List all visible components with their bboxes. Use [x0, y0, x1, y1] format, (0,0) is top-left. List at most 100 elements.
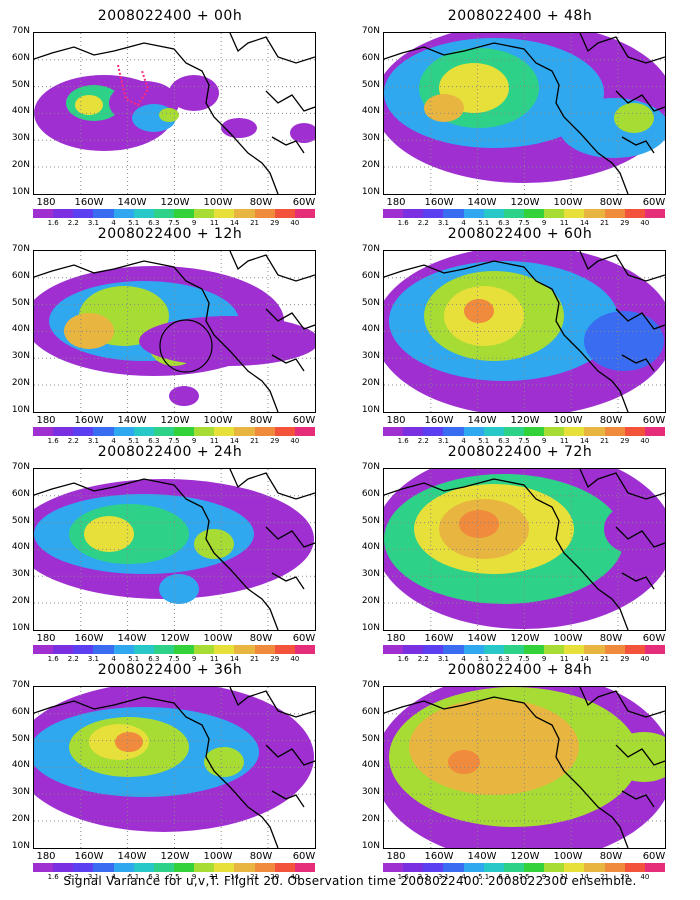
colorbar-label: 3.1: [437, 873, 449, 881]
colorbar-swatch: [53, 863, 74, 872]
variance-contour: [464, 299, 494, 323]
latitude-label: 40N: [11, 542, 30, 553]
colorbar-swatch: [53, 427, 74, 436]
colorbar-swatch: [584, 427, 605, 436]
colorbar-label: 14: [579, 873, 589, 881]
colorbar-swatch: [423, 645, 444, 654]
colorbar-swatch: [194, 645, 215, 654]
colorbar-swatch: [93, 645, 114, 654]
colorbar-swatch: [523, 645, 545, 654]
latitude-label: 20N: [361, 378, 380, 388]
colorbar-swatch: [254, 427, 275, 436]
longitude-label: 160W: [74, 415, 104, 426]
longitude-label: 140W: [467, 633, 497, 644]
longitude-label: 140W: [467, 851, 497, 862]
colorbar-label: 21: [600, 437, 610, 445]
colorbar-swatch: [73, 645, 94, 654]
colorbar-swatch: [153, 863, 174, 872]
latitude-label: 10N: [361, 404, 380, 415]
coastline: [34, 478, 279, 630]
colorbar-swatch: [294, 645, 315, 654]
colorbar-swatch: [564, 863, 585, 872]
map-panel: 2008022400 + 48h 70N 60N 50N 40N 30N 20N 10N 180…: [350, 8, 690, 230]
latitude-label: 10N: [361, 840, 380, 851]
variance-contour: [75, 95, 103, 115]
colorbar-swatch: [294, 209, 315, 218]
colorbar-swatch: [33, 209, 54, 218]
map-panel: 2008022400 + 24h 70N 60N 50N 40N 30N 20N 10N 180…: [0, 444, 340, 666]
coastline: [229, 469, 315, 590]
longitude-label: 160W: [424, 197, 454, 208]
flight-track: [117, 64, 150, 107]
panel-title: 2008022400 + 36h: [97, 662, 243, 678]
colorbar-label: 40: [290, 219, 300, 227]
colorbar-swatch: [483, 863, 504, 872]
colorbar-swatch: [234, 427, 255, 436]
longitude-label: 80W: [249, 851, 273, 862]
longitude-label: 100W: [553, 415, 583, 426]
colorbar-swatch: [294, 863, 315, 872]
longitude-label: 160W: [424, 851, 454, 862]
colorbar-swatch: [214, 209, 235, 218]
longitude-label: 180: [36, 851, 56, 862]
longitude-label: 180: [36, 197, 56, 208]
longitude-label: 120W: [160, 851, 190, 862]
map-panel: 2008022400 + 84h 70N 60N 50N 40N 30N 20N 10N 180…: [350, 662, 690, 884]
longitude-label: 120W: [160, 197, 190, 208]
colorbar-label: 7.5: [518, 873, 530, 881]
panel-title: 2008022400 + 12h: [97, 226, 243, 242]
colorbar-label: 11: [559, 437, 569, 445]
latitude-label: 60N: [361, 488, 380, 499]
colorbar-swatch: [234, 863, 255, 872]
colorbar-label: 1.6: [47, 655, 59, 663]
colorbar-swatch: [443, 863, 464, 872]
latitude-label: 60N: [361, 52, 380, 63]
colorbar-swatch: [443, 427, 464, 436]
colorbar-label: 4: [461, 219, 466, 227]
longitude-label: 120W: [160, 415, 190, 426]
colorbar-swatch: [403, 209, 424, 218]
colorbar-swatch: [624, 863, 645, 872]
colorbar-swatch: [254, 209, 275, 218]
colorbar-swatch: [274, 427, 295, 436]
variance-contour: [614, 103, 654, 133]
longitude-label: 160W: [74, 197, 104, 208]
colorbar-label: 21: [600, 219, 610, 227]
colorbar-label: 11: [559, 219, 569, 227]
colorbar-label: 29: [620, 873, 630, 881]
figure-caption: Signal Variance for u,v,T. Flight 20. Ob…: [63, 874, 637, 888]
colorbar-label: 1.6: [397, 437, 409, 445]
latitude-label: 20N: [11, 596, 30, 606]
latitude-label: 30N: [361, 133, 380, 144]
colorbar-label: 3.1: [437, 655, 449, 663]
colorbar-label: 11: [209, 437, 219, 445]
variance-map: [33, 32, 316, 195]
colorbar-swatch: [443, 645, 464, 654]
coastline: [384, 696, 629, 848]
colorbar-swatch: [564, 209, 585, 218]
colorbar-swatch: [503, 863, 524, 872]
longitude-label: 120W: [510, 197, 540, 208]
coastline: [384, 42, 629, 194]
coastline: [579, 687, 665, 808]
colorbar-swatch: [503, 645, 524, 654]
latitude-label: 70N: [11, 680, 30, 690]
latitude-label: 60N: [11, 52, 30, 63]
colorbar-swatch: [153, 645, 174, 654]
colorbar-swatch: [544, 209, 565, 218]
longitude-label: 160W: [74, 633, 104, 644]
latitude-label: 30N: [11, 133, 30, 144]
colorbar-swatch: [53, 209, 74, 218]
colorbar-swatch: [644, 863, 665, 872]
latitude-label: 10N: [11, 404, 30, 415]
colorbar-label: 2.2: [67, 873, 79, 881]
colorbar-label: 14: [579, 219, 589, 227]
colorbar: [33, 209, 315, 218]
longitude-label: 60W: [292, 197, 316, 208]
latitude-label: 60N: [11, 270, 30, 281]
colorbar-label: 6.3: [148, 655, 160, 663]
colorbar: [33, 427, 315, 436]
latitude-label: 70N: [361, 244, 380, 254]
colorbar-swatch: [194, 209, 215, 218]
colorbar-label: 29: [620, 437, 630, 445]
